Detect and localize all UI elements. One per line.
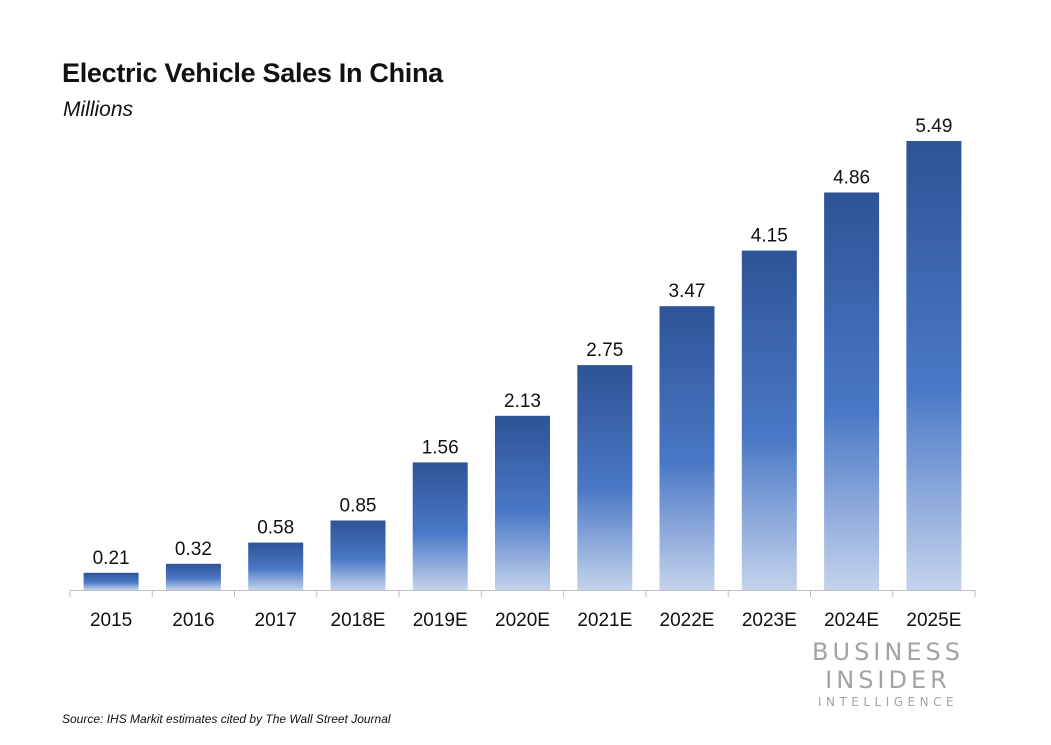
chart-subtitle: Millions <box>63 98 134 121</box>
bar-2025E <box>906 141 962 590</box>
bar-2019E <box>412 462 468 590</box>
value-labels-group: 0.21 0.32 0.58 0.85 1.56 2.13 2.75 3.47 4.15 4.86… <box>93 116 953 569</box>
chart-title: Electric Vehicle Sales In China <box>62 58 443 88</box>
bar-2024E <box>824 192 880 590</box>
value-label-2016: 0.32 <box>175 539 212 560</box>
bars-group <box>83 141 962 590</box>
x-tick-label-2020E: 2020E <box>495 610 550 631</box>
x-tick-label-2025E: 2025E <box>906 610 961 631</box>
logo-line-insider: INSIDER <box>825 666 951 694</box>
x-tick-label-2018E: 2018E <box>331 610 386 631</box>
source-note: Source: IHS Markit estimates cited by Th… <box>62 712 391 726</box>
value-label-2025E: 5.49 <box>915 116 952 137</box>
logo-line-business: BUSINESS <box>812 638 964 666</box>
x-axis <box>69 590 976 597</box>
x-tick-label-2015: 2015 <box>90 610 132 631</box>
x-tick-labels-group: 2015 2016 2017 2018E 2019E 2020E 2021E 2022E 202… <box>90 610 961 631</box>
business-insider-intelligence-logo: BUSINESS INSIDER INTELLIGENCE <box>806 640 970 708</box>
value-label-2024E: 4.86 <box>833 168 870 189</box>
bar-2022E <box>659 306 715 590</box>
bar-2017 <box>248 542 304 590</box>
value-label-2021E: 2.75 <box>586 340 623 361</box>
bar-2016 <box>165 563 221 590</box>
value-label-2022E: 3.47 <box>669 281 706 302</box>
value-label-2019E: 1.56 <box>422 437 459 458</box>
value-label-2018E: 0.85 <box>340 496 377 517</box>
value-label-2023E: 4.15 <box>751 226 788 247</box>
value-label-2015: 0.21 <box>93 548 130 569</box>
value-label-2017: 0.58 <box>257 518 294 539</box>
bar-2018E <box>330 520 386 590</box>
bar-2023E <box>741 250 797 590</box>
bar-2021E <box>577 365 633 590</box>
x-tick-label-2021E: 2021E <box>577 610 632 631</box>
logo-line-intelligence: INTELLIGENCE <box>817 695 959 709</box>
x-tick-label-2017: 2017 <box>255 610 297 631</box>
x-tick-label-2022E: 2022E <box>660 610 715 631</box>
bar-2015 <box>83 572 139 590</box>
x-tick-label-2019E: 2019E <box>413 610 468 631</box>
bar-2020E <box>495 415 550 590</box>
x-tick-label-2023E: 2023E <box>742 610 797 631</box>
x-tick-label-2024E: 2024E <box>824 610 879 631</box>
value-label-2020E: 2.13 <box>504 391 541 412</box>
x-tick-label-2016: 2016 <box>172 610 214 631</box>
